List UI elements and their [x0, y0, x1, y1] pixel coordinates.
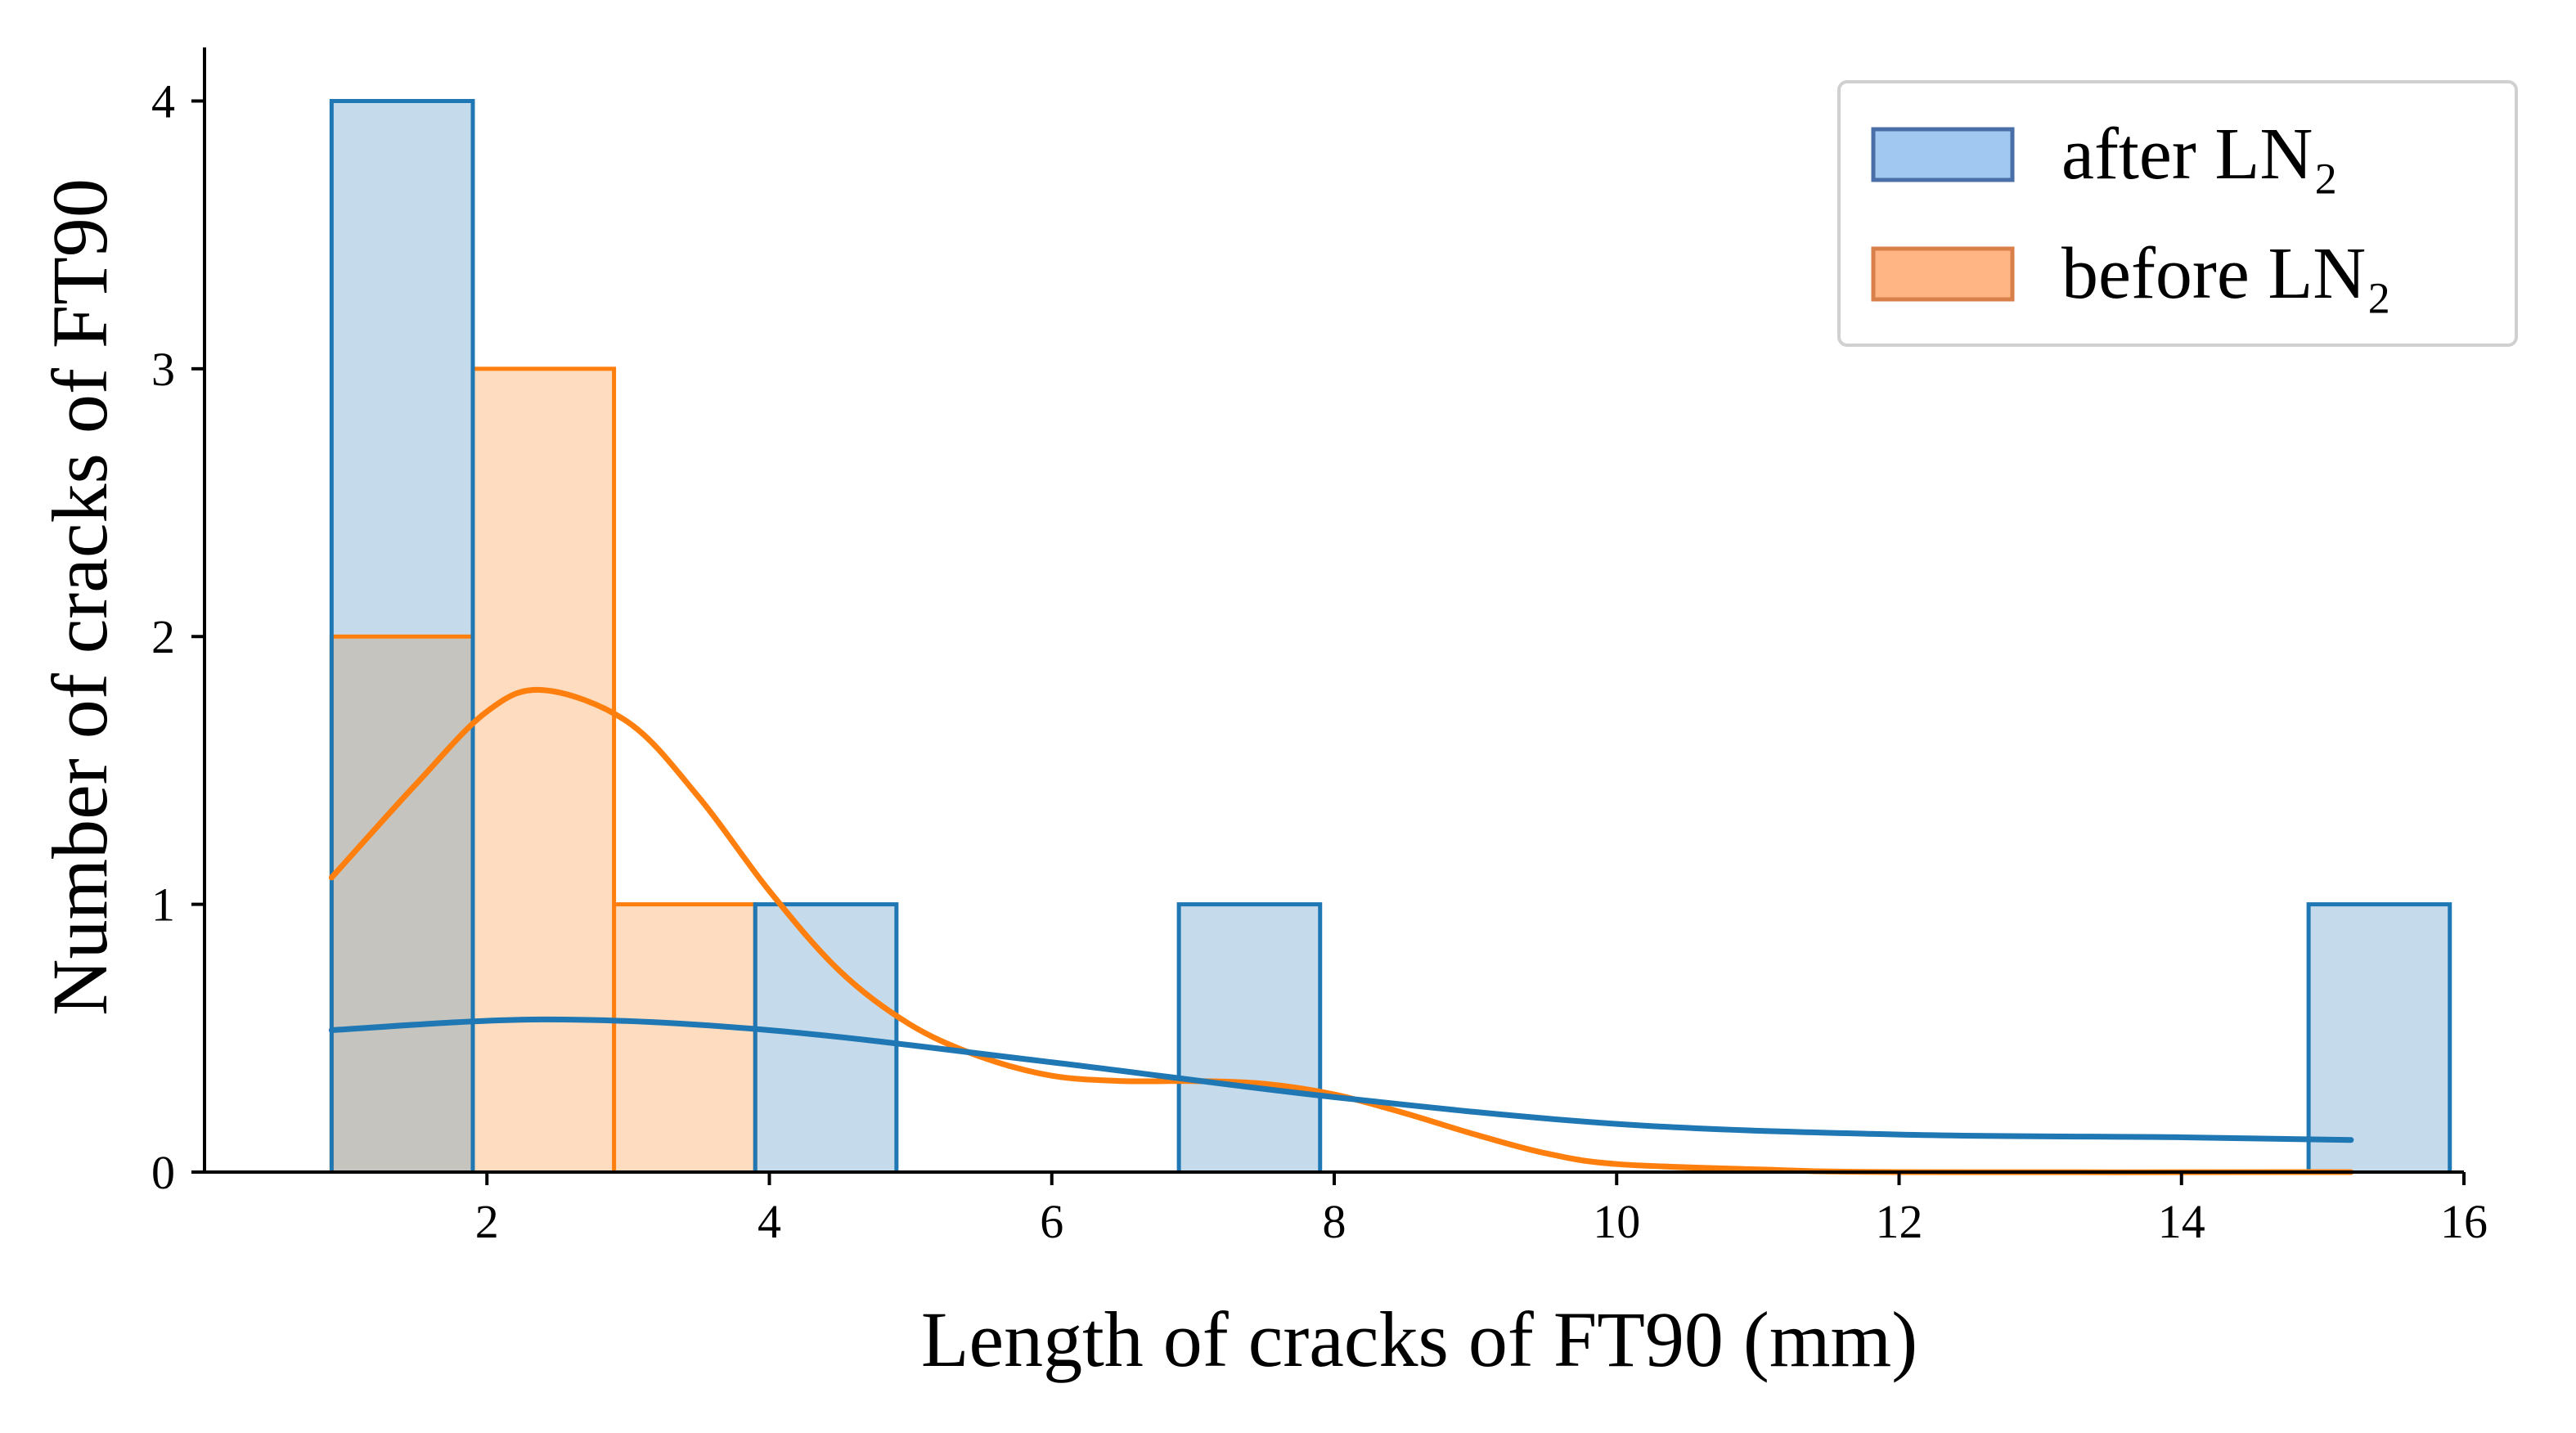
histogram-bar-before — [472, 368, 614, 1172]
y-tick-label: 0 — [151, 1146, 175, 1199]
kde-curve-after — [328, 1016, 2354, 1143]
x-tick-label: 12 — [1876, 1195, 1923, 1248]
x-axis-label: Length of cracks of FT90 (mm) — [921, 1296, 1917, 1383]
x-tick-label: 16 — [2440, 1195, 2488, 1248]
histogram-bar-after — [2309, 904, 2450, 1172]
y-tick-label: 1 — [151, 878, 175, 932]
plot-area — [328, 98, 2452, 1175]
y-axis-label: Number of cracks of FT90 — [36, 178, 124, 1016]
histogram-bar-after — [331, 101, 473, 637]
x-tick-label: 10 — [1593, 1195, 1640, 1248]
histogram-bar-before — [614, 904, 756, 1172]
legend-label-before: before LN₂ — [2061, 233, 2392, 314]
x-tick-label: 6 — [1040, 1195, 1063, 1248]
x-tick-label: 4 — [758, 1195, 781, 1248]
histogram-bar-after — [1179, 904, 1320, 1172]
kde-curve-before — [328, 686, 2354, 1175]
y-tick-label: 3 — [151, 343, 175, 396]
legend: after LN₂ before LN₂ — [1837, 80, 2518, 347]
histogram-bar-overlap — [331, 636, 473, 1172]
y-tick-label: 4 — [151, 74, 175, 128]
x-tick-label: 14 — [2158, 1195, 2205, 1248]
legend-swatch-before — [1871, 246, 2015, 302]
x-tick-label: 2 — [475, 1195, 499, 1248]
legend-swatch-after — [1871, 127, 2015, 182]
y-tick-label: 2 — [151, 610, 175, 663]
x-tick-label: 8 — [1323, 1195, 1346, 1248]
histogram-outline-after — [329, 98, 2452, 1172]
legend-label-after: after LN₂ — [2061, 114, 2339, 195]
